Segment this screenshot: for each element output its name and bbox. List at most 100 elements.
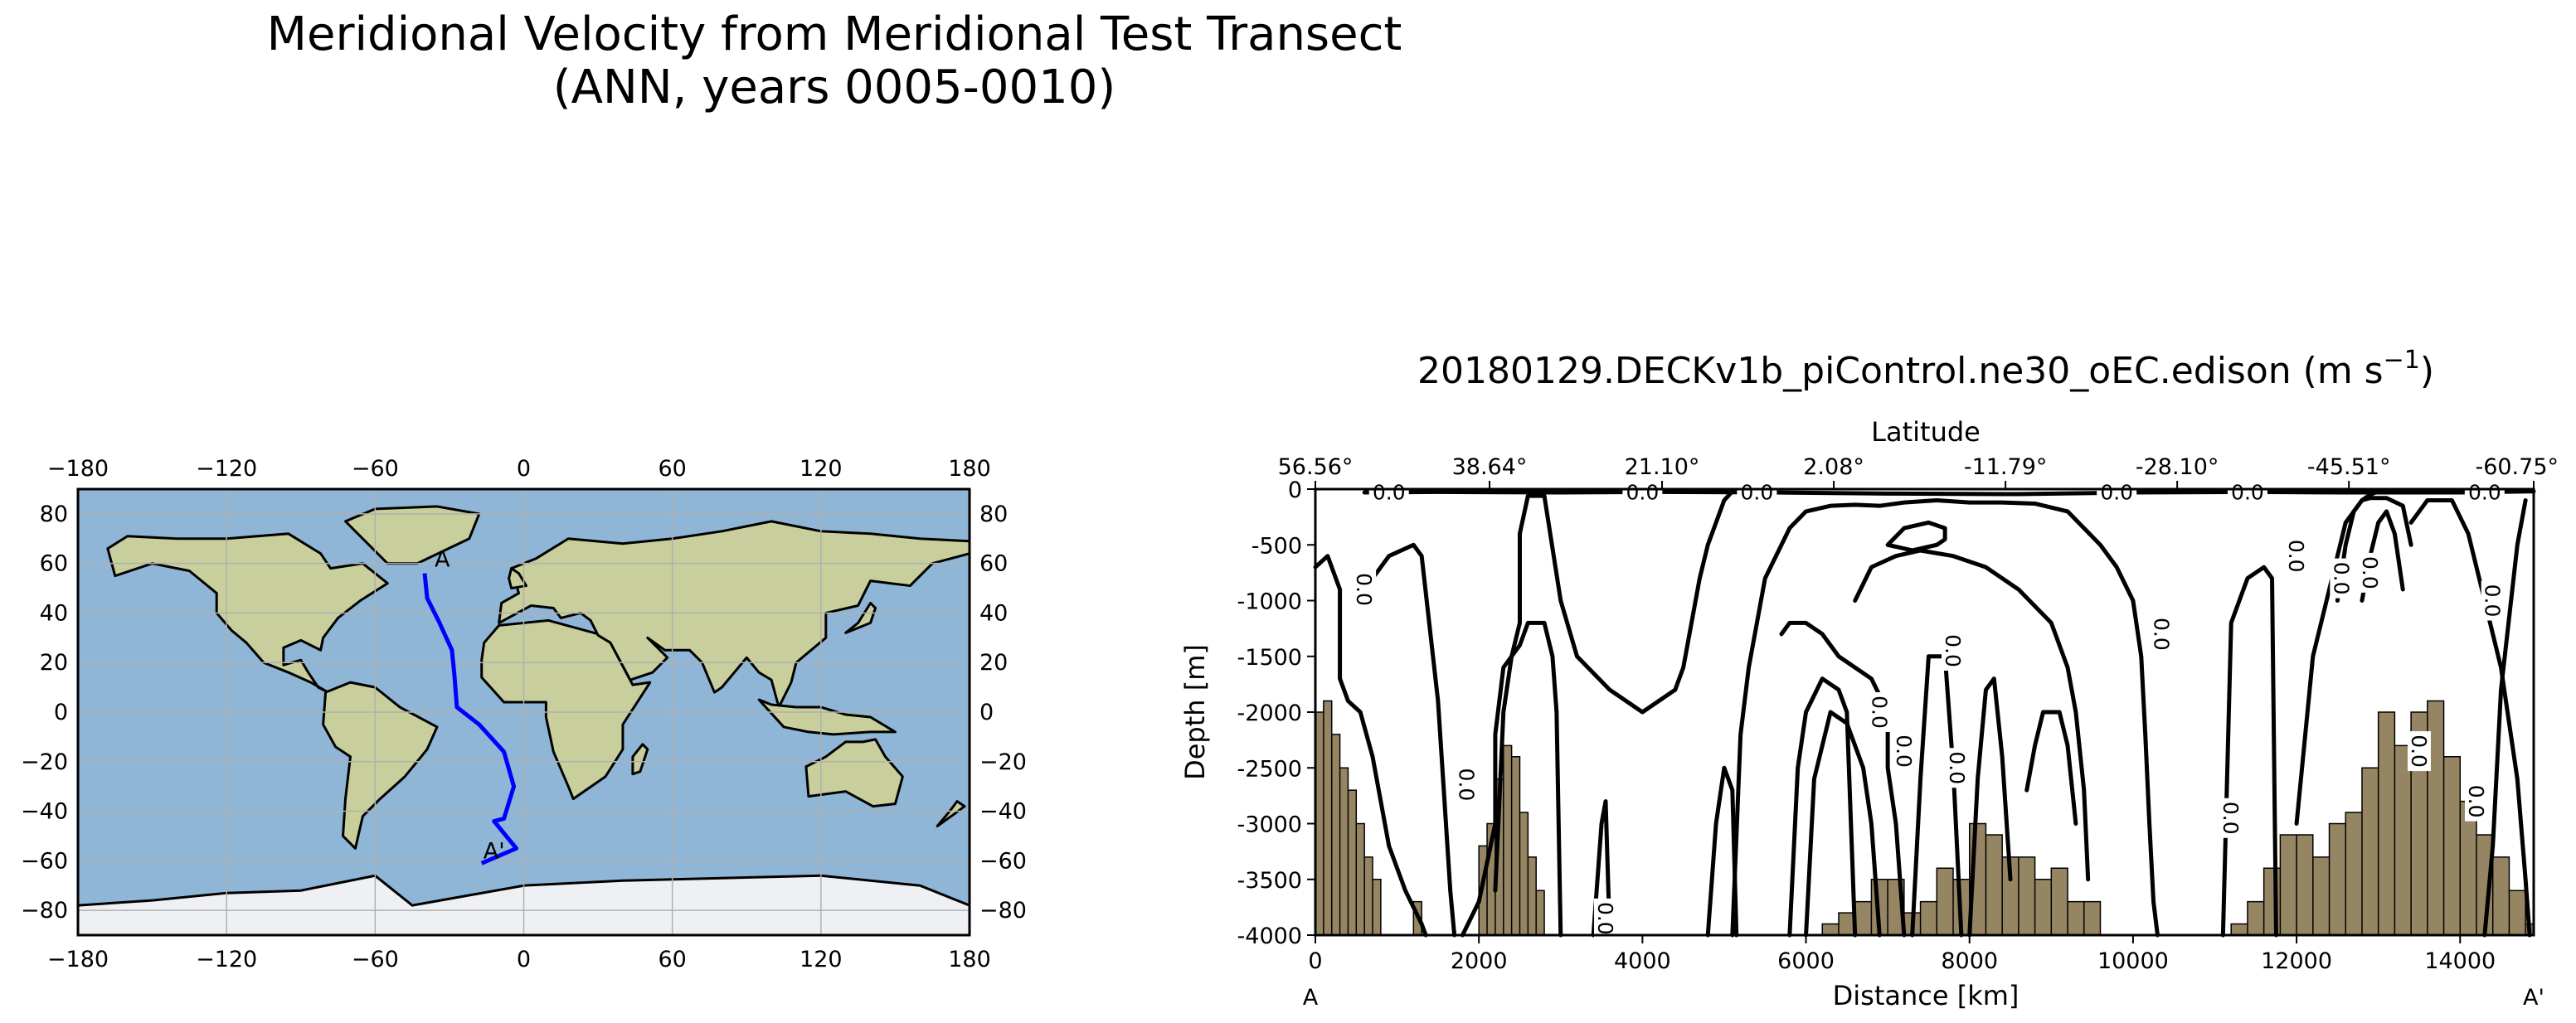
map-ytick-right: −60 bbox=[979, 848, 1027, 874]
contour-label-bg bbox=[1368, 480, 1409, 504]
contour-line-2 bbox=[1460, 620, 1563, 938]
section-end-label: A' bbox=[2523, 985, 2544, 1011]
contour-label-text: 0.0 bbox=[1593, 902, 1617, 935]
contour-label-bg bbox=[1892, 731, 1916, 772]
map-xtick-top: −120 bbox=[196, 456, 257, 482]
contour-label-1: 0.0 bbox=[1454, 764, 1479, 805]
map-ytick-left: −20 bbox=[21, 749, 68, 775]
section-tick-labels: 0 2000 4000 6000 8000 10000 12000 14000 0 -500 -10… bbox=[1237, 454, 2559, 974]
section-xtick-label: 0 bbox=[1308, 948, 1322, 974]
map-xtick-bottom: 60 bbox=[658, 947, 686, 972]
contour-label-17: 0.0 bbox=[1737, 480, 1777, 504]
contour-label-text: 0.0 bbox=[2284, 540, 2308, 573]
contour-label-text: 0.0 bbox=[2407, 735, 2431, 768]
contour-label-14: 0.0 bbox=[2464, 781, 2488, 822]
contour-label-4: 0.0 bbox=[1941, 631, 1966, 671]
map-xtick-top: 120 bbox=[800, 456, 843, 482]
map-ytick-right: 0 bbox=[979, 700, 994, 725]
contour-line-6 bbox=[1705, 765, 1739, 938]
map-xtick-top: −180 bbox=[47, 456, 109, 482]
contour-line-17 bbox=[1885, 520, 1947, 553]
contour-label-bg bbox=[1353, 570, 1377, 610]
contour-label-text: 0.0 bbox=[1892, 735, 1916, 768]
contour-line-24 bbox=[1362, 489, 2536, 497]
contour-label-text: 0.0 bbox=[1454, 768, 1478, 802]
map-xtick-top: 180 bbox=[948, 456, 991, 482]
section-ytick-label: -4000 bbox=[1237, 924, 1302, 949]
map-xtick-bottom: 120 bbox=[800, 947, 843, 972]
contour-label-bg bbox=[2219, 798, 2243, 838]
contour-line-14 bbox=[1910, 654, 1964, 938]
section-contours-group bbox=[1313, 489, 2536, 938]
contour-label-20: 0.0 bbox=[2464, 480, 2505, 504]
map-ytick-right: 80 bbox=[979, 502, 1008, 527]
section-panel: 20180129.DECKv1b_piControl.ne30_oEC.edis… bbox=[1179, 346, 2559, 1011]
contour-line-12 bbox=[1804, 710, 1882, 938]
map-xtick-top: −60 bbox=[352, 456, 399, 482]
contour-line-7 bbox=[1730, 502, 1882, 938]
contour-label-bg bbox=[2464, 480, 2505, 504]
contour-label-text: 0.0 bbox=[2481, 584, 2505, 618]
section-top-axis-label: Latitude bbox=[1871, 416, 1981, 448]
contour-label-bg bbox=[1455, 764, 1479, 805]
contour-label-bg bbox=[2150, 613, 2174, 654]
contour-label-0: 0.0 bbox=[1352, 570, 1377, 610]
contour-label-8: 0.0 bbox=[2219, 798, 2243, 838]
contour-label-7: 0.0 bbox=[1945, 748, 1969, 788]
section-lat-tick-label: -11.79° bbox=[1964, 454, 2048, 480]
section-ytick-label: -2500 bbox=[1237, 756, 1302, 782]
contour-label-bg bbox=[2481, 580, 2505, 621]
section-ytick-label: -1500 bbox=[1237, 645, 1302, 671]
landmass-south-america bbox=[322, 681, 439, 850]
contour-label-3: 0.0 bbox=[2149, 613, 2174, 654]
contour-label-19: 0.0 bbox=[2227, 480, 2267, 504]
contour-label-13: 0.0 bbox=[2481, 580, 2505, 621]
section-lat-tick-label: 2.08° bbox=[1803, 454, 1864, 480]
figure-title-line1: Meridional Velocity from Meridional Test… bbox=[267, 7, 1402, 61]
landmass-indonesia bbox=[757, 698, 897, 736]
contour-line-19 bbox=[2294, 489, 2381, 826]
contour-label-bg bbox=[1945, 748, 1969, 788]
contour-label-18: 0.0 bbox=[2097, 480, 2137, 504]
section-lat-tick-label: 56.56° bbox=[1278, 454, 1354, 480]
section-xtick-label: 2000 bbox=[1451, 948, 1508, 974]
section-lat-tick-label: -45.51° bbox=[2307, 454, 2391, 480]
contour-line-5 bbox=[1673, 489, 1735, 692]
contour-label-16: 0.0 bbox=[1622, 480, 1663, 504]
section-xtick-label: 10000 bbox=[2097, 948, 2169, 974]
map-ytick-left: 80 bbox=[40, 502, 68, 527]
contour-line-0 bbox=[1313, 554, 1428, 938]
contour-label-bg bbox=[2097, 480, 2137, 504]
contour-label-text: 0.0 bbox=[2100, 480, 2133, 504]
section-contour-labels-group: 0.00.00.00.00.00.00.00.00.00.00.0 0.00.00… bbox=[1352, 480, 2505, 938]
contour-line-23 bbox=[2482, 497, 2528, 938]
contour-label-bg bbox=[1622, 480, 1663, 504]
landmass-madagascar bbox=[631, 743, 649, 776]
section-start-label: A bbox=[1303, 985, 1319, 1011]
section-x-axis-label: Distance [km] bbox=[1833, 980, 2019, 1011]
landmass-new-zealand bbox=[936, 800, 966, 827]
map-ytick-left: −40 bbox=[21, 799, 68, 825]
contour-line-3 bbox=[1493, 493, 1678, 893]
map-ytick-right: −40 bbox=[979, 799, 1027, 825]
contour-label-5: 0.0 bbox=[1867, 692, 1892, 732]
section-topography-group bbox=[1315, 700, 2535, 936]
map-transect-end-label: A' bbox=[484, 838, 505, 864]
section-lat-tick-label: 21.10° bbox=[1625, 454, 1700, 480]
section-ytick-label: -3500 bbox=[1237, 868, 1302, 894]
section-xtick-label: 6000 bbox=[1777, 948, 1835, 974]
contour-label-text: 0.0 bbox=[2358, 556, 2382, 589]
contour-label-text: 0.0 bbox=[1373, 480, 1406, 504]
landmass-eurasia bbox=[498, 520, 971, 709]
map-ytick-left: 20 bbox=[40, 650, 68, 676]
section-title-superscript: −1 bbox=[2384, 346, 2420, 375]
contour-line-10 bbox=[1779, 620, 1907, 938]
contour-label-text: 0.0 bbox=[1626, 480, 1659, 504]
map-frame bbox=[76, 487, 971, 937]
contour-label-15: 0.0 bbox=[1368, 480, 1409, 504]
section-xtick-label: 8000 bbox=[1941, 948, 1998, 974]
contour-label-text: 0.0 bbox=[2464, 785, 2488, 818]
contour-label-bg bbox=[1942, 631, 1966, 671]
contour-label-bg bbox=[2358, 552, 2382, 593]
